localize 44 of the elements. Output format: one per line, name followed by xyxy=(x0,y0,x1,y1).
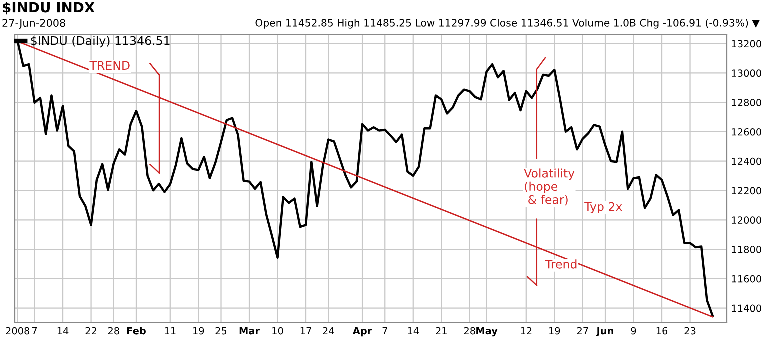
x-tick-label: 10 xyxy=(272,327,284,335)
x-tick-label: 22 xyxy=(86,327,96,335)
chart-subtitle: 27-Jun-2008 xyxy=(2,19,66,29)
x-tick-label: 16 xyxy=(656,327,668,335)
x-tick-label: 19 xyxy=(194,327,204,335)
chart-title: $INDU INDX xyxy=(3,2,95,15)
y-tick-label: 13200 xyxy=(732,40,762,48)
x-tick-label: 17 xyxy=(300,327,312,335)
y-tick-label: 12600 xyxy=(732,128,762,136)
x-tick-label: 25 xyxy=(216,327,227,335)
x-tick-label: 28 xyxy=(464,327,476,335)
annotation: Volatility (hope & fear) xyxy=(524,168,575,206)
y-tick-label: 13000 xyxy=(732,70,762,78)
x-tick-label: 2008 xyxy=(6,327,30,335)
x-tick-label: 23 xyxy=(684,327,696,335)
x-tick-label: 11 xyxy=(165,327,176,335)
x-tick-label: 24 xyxy=(323,327,334,335)
x-tick-label: 7 xyxy=(32,327,38,335)
annotation: Trend xyxy=(545,260,577,269)
x-tick-label: Apr xyxy=(352,327,372,337)
y-tick-label: 11800 xyxy=(732,246,762,254)
y-tick-label: 12200 xyxy=(732,187,762,195)
x-tick-label: 9 xyxy=(631,327,636,335)
y-tick-label: 11400 xyxy=(732,304,762,312)
x-tick-label: 28 xyxy=(108,327,120,335)
y-tick-label: 12000 xyxy=(732,216,762,224)
x-tick-label: 14 xyxy=(408,327,420,335)
x-tick-label: Jun xyxy=(596,327,614,336)
y-tick-label: 12400 xyxy=(732,158,762,166)
legend-label: $INDU (Daily) 11346.51 xyxy=(31,36,170,48)
annotation: Typ 2x xyxy=(584,202,622,214)
x-tick-label: Feb xyxy=(127,327,146,335)
y-tick-label: 11600 xyxy=(732,275,762,283)
x-tick-label: Mar xyxy=(240,327,260,335)
x-tick-label: 27 xyxy=(577,327,588,335)
x-tick-label: 7 xyxy=(382,327,388,335)
x-tick-label: May xyxy=(476,327,498,337)
x-tick-label: 12 xyxy=(521,327,532,335)
x-tick-label: 19 xyxy=(550,327,560,335)
annotation: TREND xyxy=(90,61,130,70)
x-tick-label: 14 xyxy=(58,327,69,335)
x-tick-label: 21 xyxy=(436,327,447,335)
y-tick-label: 12800 xyxy=(732,99,762,106)
text: Open 11452.85 High 11485.25 Low 11297.99 Close 11346.51 Volume 1.0B Chg -106.91 (-0.93%) ▼ xyxy=(256,19,760,29)
